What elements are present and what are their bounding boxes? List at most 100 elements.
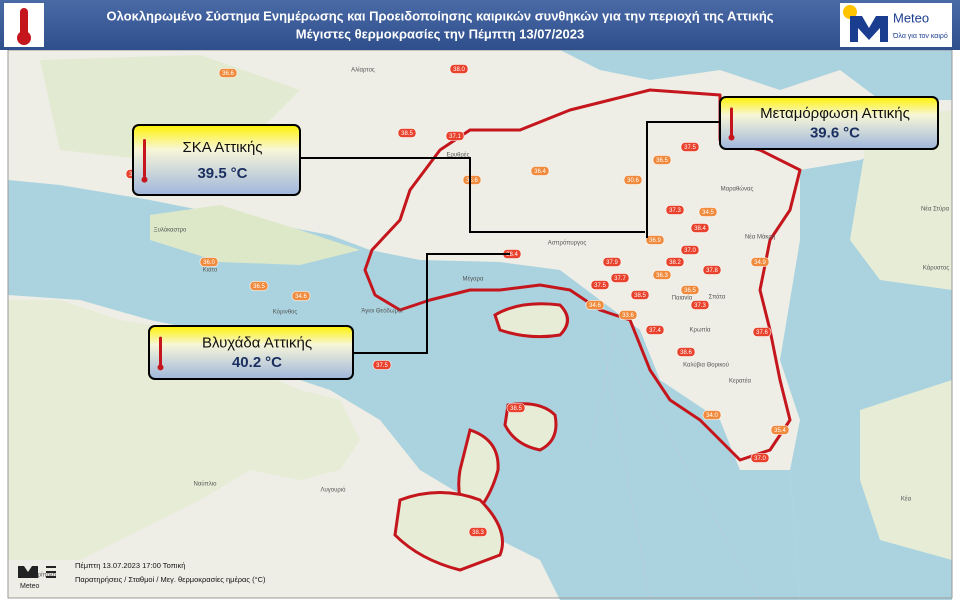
footer-line: Παρατηρήσεις / Σταθμοί / Μεγ. θερμοκρασί… [75, 575, 266, 584]
place-label: Μέγαρα [462, 276, 484, 283]
station-value: 37.0 [754, 456, 766, 462]
place-label: Κάρυστος [923, 265, 949, 272]
place-label: Μαραθώνας [721, 187, 754, 193]
station-marker [618, 310, 638, 320]
station-marker [585, 300, 605, 310]
station-marker [652, 155, 672, 165]
station-marker [770, 425, 790, 435]
footer-logo-name: Meteo [20, 583, 40, 590]
footer-line: Πέμπτη 13.07.2023 17:00 Τοπική [75, 561, 185, 570]
place-labels: Αλίαρτος Ερυθρές Ξυλόκαστρο Κιάτο Κόρινθος Άγ… [34, 68, 950, 579]
callout: ΣΚΑ Αττικής 39.5 °C [132, 124, 301, 196]
station-value: 34.5 [702, 210, 714, 216]
station-value: 37.0 [684, 248, 696, 254]
place-label: Παιανία [672, 296, 693, 302]
station-marker [680, 142, 700, 152]
station-marker [249, 281, 269, 291]
station-marker [530, 166, 550, 176]
station-value: 37.4 [649, 328, 661, 334]
header-title: Ολοκληρωμένο Σύστημα Ενημέρωσης και Προε… [106, 8, 773, 23]
station-value: 37.5 [594, 283, 606, 289]
station-value: 36.9 [649, 238, 661, 244]
station-marker [218, 68, 238, 78]
station-marker [630, 290, 650, 300]
callout-box [132, 124, 301, 196]
callout-thermometer-bulb [157, 364, 164, 371]
footer-logo [18, 566, 56, 578]
callout-leaders [300, 121, 720, 354]
station-marker [690, 300, 710, 310]
station-marker [468, 527, 488, 537]
place-label: Κερατέα [729, 378, 752, 385]
station-value: 36.5 [684, 288, 696, 294]
station-marker [445, 131, 465, 141]
station-value: 38.2 [669, 260, 681, 266]
place-label: Ερυθρές [446, 152, 469, 159]
station-value: 30.6 [627, 178, 639, 184]
place-label: Αλίαρτος [351, 68, 375, 74]
station-marker [702, 410, 722, 420]
station-value: 37.6 [756, 330, 768, 336]
station-value: 37.1 [449, 134, 461, 140]
callout-thermometer [159, 336, 162, 366]
logo-tagline: Όλα για τον καιρό [892, 32, 948, 40]
place-label: Ναύπλιο [194, 482, 218, 488]
place-label: Κρωπία [690, 328, 711, 334]
place-label: Νέα Στύρα [921, 206, 950, 213]
station-marker [652, 270, 672, 280]
station-value: 36.5 [656, 158, 668, 164]
station-value: 37.5 [684, 145, 696, 151]
station-value: 34.6 [295, 294, 307, 300]
station-marker [199, 257, 219, 267]
callout-thermometer [730, 107, 733, 136]
place-label: Τρίπολη [34, 573, 56, 579]
header-bar [0, 0, 960, 50]
place-label: Σπάτα [709, 294, 726, 301]
station-value: 36.5 [253, 284, 265, 290]
callout-temperature-unit: °C [265, 354, 282, 371]
callout-thermometer-bulb [728, 134, 735, 141]
header-subtitle: Μέγιστες θερμοκρασίες την Πέμπτη 13/07/2… [296, 26, 584, 41]
place-label: Καλύβια Θορικού [683, 363, 729, 369]
callout: Μεταμόρφωση Αττικής 39.6 °C [719, 96, 939, 150]
station-markers: 36.638.038.537.137.536.536.430.635.638.0… [125, 64, 790, 537]
place-label: Κέα [901, 496, 912, 503]
station-marker [680, 285, 700, 295]
station-value: 36.6 [222, 71, 234, 77]
callout-temperature: 39.5 °C [197, 165, 247, 182]
callout-temperature: 39.6 °C [810, 124, 860, 141]
logo-sun [843, 5, 857, 19]
station-value: 38.3 [472, 530, 484, 536]
station-value: 37.5 [376, 363, 388, 369]
station-marker [462, 175, 482, 185]
station-marker [680, 245, 700, 255]
callout-temperature-value: 39.6 [810, 124, 839, 141]
callout-temperature-value: 40.2 [232, 354, 261, 371]
station-marker [750, 453, 770, 463]
callout-name: ΣΚΑ Αττικής [182, 139, 262, 156]
callout-temperature-unit: °C [231, 165, 248, 182]
place-label: Άγιοι Θεόδωροι [361, 308, 403, 315]
station-marker [690, 223, 710, 233]
station-marker [623, 175, 643, 185]
station-value: 37.8 [706, 268, 718, 274]
station-marker [665, 205, 685, 215]
station-value: 34.0 [706, 413, 718, 419]
station-value: 37.7 [614, 276, 626, 282]
callout-temperature: 40.2 °C [232, 354, 282, 371]
place-label: Κιάτο [203, 267, 218, 274]
station-value: 34.9 [754, 260, 766, 266]
station-marker [752, 327, 772, 337]
callout-thermometer-bulb [141, 176, 148, 183]
station-marker [665, 257, 685, 267]
logo-mark [850, 16, 888, 42]
station-marker [610, 273, 630, 283]
callout: Βλυχάδα Αττικής 40.2 °C [148, 325, 354, 380]
callout-temperature-unit: °C [843, 124, 860, 141]
station-value: 38.5 [634, 293, 646, 299]
station-value: 36.0 [203, 260, 215, 266]
station-marker [750, 257, 770, 267]
station-value: 34.6 [589, 303, 601, 309]
station-value: 37.9 [606, 260, 618, 266]
callout-box [148, 325, 354, 380]
